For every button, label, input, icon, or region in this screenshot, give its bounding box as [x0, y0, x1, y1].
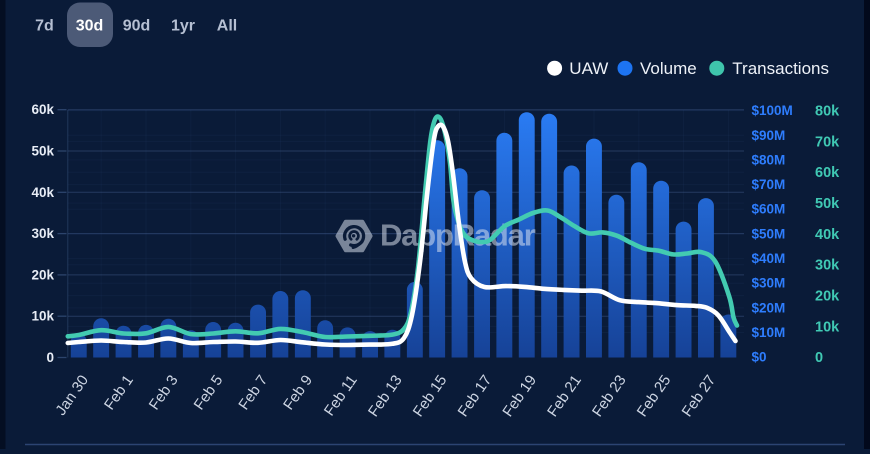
- svg-text:1yr: 1yr: [171, 18, 195, 35]
- svg-text:$70M: $70M: [752, 177, 786, 192]
- svg-text:90d: 90d: [123, 18, 151, 35]
- svg-text:$60M: $60M: [752, 202, 786, 217]
- svg-text:$20M: $20M: [752, 300, 786, 315]
- svg-text:60k: 60k: [31, 102, 54, 117]
- svg-text:10k: 10k: [31, 309, 54, 324]
- svg-text:20k: 20k: [815, 289, 840, 305]
- svg-text:10k: 10k: [815, 319, 840, 335]
- svg-text:Transactions: Transactions: [732, 59, 829, 78]
- svg-text:$90M: $90M: [752, 128, 786, 143]
- svg-text:$30M: $30M: [752, 276, 786, 291]
- svg-text:50k: 50k: [31, 144, 54, 159]
- svg-text:60k: 60k: [815, 165, 840, 181]
- svg-text:30k: 30k: [31, 226, 54, 241]
- svg-text:50k: 50k: [815, 196, 840, 212]
- svg-text:80k: 80k: [815, 104, 840, 120]
- svg-text:$100M: $100M: [752, 103, 793, 118]
- svg-text:UAW: UAW: [569, 59, 608, 78]
- svg-text:20k: 20k: [31, 267, 54, 282]
- svg-text:30k: 30k: [815, 258, 840, 274]
- svg-text:$40M: $40M: [752, 251, 786, 266]
- svg-text:Volume: Volume: [640, 59, 697, 78]
- svg-text:All: All: [217, 18, 237, 35]
- svg-text:$10M: $10M: [752, 325, 786, 340]
- svg-text:0: 0: [46, 350, 54, 365]
- svg-text:$80M: $80M: [752, 152, 786, 167]
- svg-text:7d: 7d: [35, 18, 54, 35]
- svg-text:0: 0: [815, 350, 823, 366]
- svg-text:30d: 30d: [76, 18, 104, 35]
- svg-text:$0: $0: [752, 350, 767, 365]
- svg-text:70k: 70k: [815, 134, 840, 150]
- svg-text:40k: 40k: [815, 227, 840, 243]
- svg-text:$50M: $50M: [752, 226, 786, 241]
- svg-text:40k: 40k: [31, 185, 54, 200]
